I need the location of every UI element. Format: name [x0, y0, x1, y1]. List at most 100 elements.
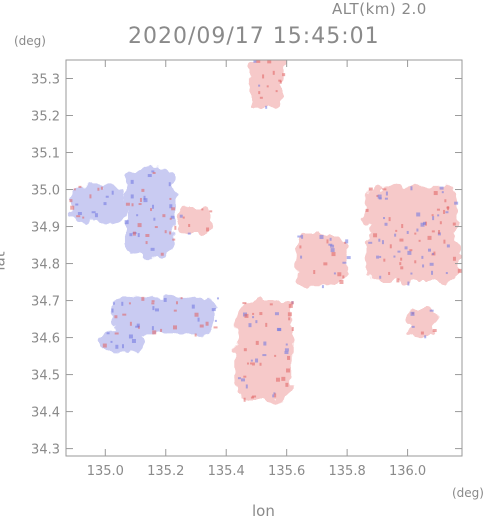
echo-speckle [179, 214, 183, 218]
echo-speckle [130, 179, 134, 184]
echo-speckle [91, 211, 96, 214]
echo-region-positive [365, 185, 459, 234]
echo-region-negative [126, 167, 175, 257]
echo-speckle [431, 230, 435, 233]
echo-speckle [410, 311, 415, 316]
echo-speckle [400, 257, 403, 261]
echo-speckle [258, 91, 261, 95]
echo-speckle [151, 302, 155, 305]
echo-speckle [401, 224, 404, 229]
echo-speckle [323, 262, 328, 266]
echo-speckle [188, 223, 191, 227]
echo-speckle [284, 351, 289, 355]
echo-speckle [138, 203, 142, 206]
echo-speckle [151, 326, 154, 331]
echo-speckle [384, 197, 388, 200]
echo-speckle [262, 354, 267, 357]
echo-speckle [78, 185, 82, 188]
echo-speckle [197, 317, 200, 322]
echo-speckle [168, 182, 171, 187]
echo-speckle [365, 208, 369, 212]
echo-speckle [174, 225, 177, 230]
echo-speckle [182, 216, 185, 219]
echo-speckle [287, 355, 291, 360]
echo-speckle [121, 344, 124, 349]
echo-speckle [444, 199, 447, 203]
echo-speckle [445, 211, 449, 214]
echo-speckle [329, 237, 332, 241]
echo-speckle [211, 308, 216, 312]
echo-speckle [173, 309, 177, 312]
echo-speckle [240, 378, 245, 382]
echo-speckle [377, 194, 382, 199]
echo-speckle [213, 326, 218, 329]
echo-speckle [441, 191, 444, 194]
echo-speckle [243, 397, 246, 402]
echo-speckle [129, 321, 132, 326]
echo-speckle [328, 243, 333, 246]
echo-speckle [73, 188, 76, 191]
echo-region-negative [99, 330, 145, 353]
echo-speckle [77, 212, 82, 216]
echo-speckle [385, 191, 388, 196]
echo-speckle [368, 241, 373, 244]
echo-speckle [267, 60, 272, 64]
echo-speckle [297, 235, 302, 238]
echo-speckle [432, 252, 435, 255]
echo-speckle [244, 313, 249, 318]
echo-speckle [124, 220, 129, 225]
echo-speckle [383, 217, 386, 220]
echo-speckle [409, 249, 413, 252]
echo-speckle [339, 280, 344, 285]
echo-region-negative [69, 185, 127, 223]
echo-speckle [259, 312, 263, 316]
echo-speckle [326, 239, 329, 244]
x-tick-label: 135.8 [329, 464, 366, 479]
echo-speckle [330, 248, 335, 253]
echo-speckle [321, 285, 324, 289]
echo-regions [69, 60, 459, 401]
echo-speckle [256, 60, 261, 63]
timestamp-title: 2020/09/17 15:45:01 [128, 24, 380, 49]
echo-speckle [274, 393, 277, 398]
y-tick-label: 34.8 [31, 258, 60, 273]
echo-speckle [313, 270, 316, 275]
echo-speckle [420, 331, 424, 335]
echo-speckle [272, 394, 275, 398]
echo-speckle [382, 188, 387, 191]
echo-speckle [82, 216, 85, 219]
echo-speckle [250, 362, 253, 365]
echo-speckle [452, 256, 456, 261]
echo-speckle [252, 316, 255, 319]
echo-speckle [397, 250, 401, 253]
echo-speckle [201, 208, 204, 211]
x-tick-label: 135.0 [87, 464, 124, 479]
echo-speckle [106, 332, 110, 335]
echo-speckle [452, 222, 456, 226]
echo-speckle [288, 317, 291, 321]
echo-speckle [410, 272, 413, 275]
echo-speckle [274, 312, 279, 316]
echo-speckle [446, 244, 450, 248]
echo-speckle [427, 248, 431, 252]
echo-speckle [262, 74, 265, 79]
echo-speckle [180, 297, 183, 300]
echo-speckle [147, 174, 152, 178]
echo-speckle [269, 303, 273, 306]
echo-speckle [407, 250, 412, 255]
x-axis-ticks: 135.0 135.2 135.4 135.6 135.8 136.0 [87, 60, 426, 479]
echo-speckle [263, 341, 267, 346]
echo-speckle [255, 320, 258, 324]
echo-speckle [191, 304, 195, 309]
y-tick-label: 34.7 [31, 295, 60, 310]
echo-speckle [273, 392, 276, 395]
echo-speckle [373, 233, 378, 238]
echo-speckle [378, 238, 381, 242]
echo-speckle [130, 194, 134, 199]
echo-speckle [129, 233, 133, 237]
echo-speckle [70, 205, 75, 210]
y-tick-label: 35.3 [31, 73, 60, 88]
echo-speckle [152, 171, 156, 174]
echo-speckle [164, 230, 167, 234]
echo-speckle [395, 229, 398, 232]
